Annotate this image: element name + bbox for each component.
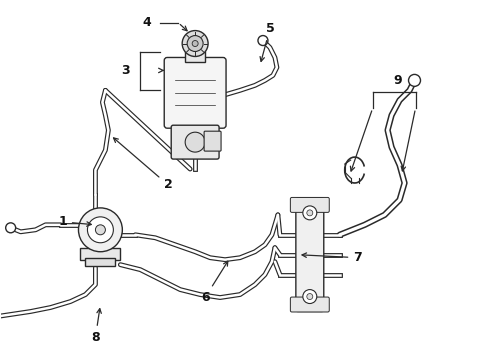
FancyBboxPatch shape bbox=[295, 198, 323, 311]
Circle shape bbox=[185, 132, 204, 152]
FancyBboxPatch shape bbox=[164, 58, 225, 128]
Text: 7: 7 bbox=[302, 251, 361, 264]
Circle shape bbox=[187, 36, 203, 51]
Circle shape bbox=[258, 36, 267, 45]
Text: 6: 6 bbox=[201, 261, 227, 304]
Bar bbox=[81, 248, 120, 260]
Circle shape bbox=[306, 210, 312, 216]
Text: 3: 3 bbox=[121, 64, 129, 77]
Circle shape bbox=[78, 208, 122, 252]
Circle shape bbox=[302, 289, 316, 303]
Text: 9: 9 bbox=[392, 74, 401, 87]
Circle shape bbox=[6, 223, 16, 233]
Circle shape bbox=[87, 217, 113, 243]
Text: 4: 4 bbox=[142, 16, 151, 29]
Circle shape bbox=[306, 293, 312, 300]
Bar bbox=[85, 258, 115, 266]
FancyBboxPatch shape bbox=[290, 297, 328, 312]
Circle shape bbox=[407, 75, 420, 86]
FancyBboxPatch shape bbox=[203, 131, 221, 151]
Text: 2: 2 bbox=[113, 138, 172, 192]
Text: 8: 8 bbox=[91, 309, 101, 344]
Circle shape bbox=[182, 31, 208, 57]
Text: 5: 5 bbox=[260, 22, 274, 62]
Bar bbox=[185, 50, 204, 62]
Circle shape bbox=[192, 41, 198, 46]
FancyBboxPatch shape bbox=[290, 197, 328, 212]
Text: 1: 1 bbox=[58, 215, 91, 228]
FancyBboxPatch shape bbox=[171, 125, 219, 159]
Circle shape bbox=[302, 206, 316, 220]
Circle shape bbox=[95, 225, 105, 235]
